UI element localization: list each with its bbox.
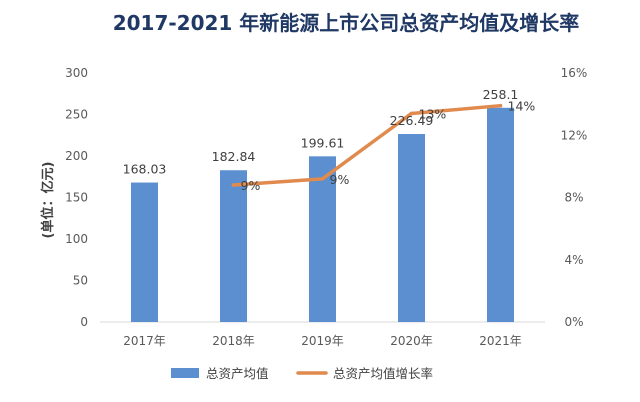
bar-data-label: 258.1 [483, 87, 519, 102]
y-tick-label: 250 [65, 108, 88, 122]
line-point [231, 183, 236, 187]
bar-data-label: 226.49 [390, 113, 434, 128]
legend: 总资产均值 总资产均值增长率 [171, 366, 433, 381]
line-point [498, 103, 503, 108]
line-data-label: 9% [241, 178, 261, 193]
y-tick-label: 0 [80, 315, 88, 329]
line-data-label: 14% [508, 99, 536, 114]
y2-tick-label: 0% [564, 315, 583, 329]
y-axis-label: (单位：亿元) [40, 162, 56, 239]
x-tick-label: 2019年 [301, 334, 344, 348]
y2-tick-label: 12% [561, 128, 588, 142]
line-data-label: 13% [419, 106, 447, 121]
bar-data-label: 199.61 [301, 135, 345, 150]
bar [487, 107, 514, 322]
line-data-label: 9% [330, 172, 350, 187]
line-point [409, 111, 414, 116]
x-tick-label: 2020年 [390, 334, 433, 348]
y2-tick-label: 16% [561, 66, 588, 80]
y-tick-label: 100 [65, 232, 88, 246]
legend-swatch-bar [171, 368, 199, 378]
y-tick-label: 300 [65, 66, 88, 80]
growth-line [231, 103, 503, 187]
x-tick-label: 2017年 [123, 334, 166, 348]
chart-title: 2017-2021 年新能源上市公司总资产均值及增长率 [113, 11, 580, 35]
bar [220, 170, 247, 322]
y-tick-label: 150 [65, 191, 88, 205]
data-labels: 168.03 182.84 199.61 226.49 258.1 9% 9% 13% 14% [123, 87, 536, 193]
y-tick-label: 50 [73, 274, 88, 288]
line-point [320, 177, 325, 181]
legend-label-bar: 总资产均值 [206, 366, 269, 381]
bar-series [131, 107, 514, 322]
x-tick-label: 2021年 [479, 334, 522, 348]
x-tick-label: 2018年 [212, 334, 255, 348]
y-tick-label: 200 [65, 149, 88, 163]
bar [131, 182, 158, 322]
bar [309, 156, 336, 322]
y2-tick-label: 4% [564, 253, 583, 267]
legend-label-line: 总资产均值增长率 [333, 366, 433, 381]
bar-data-label: 168.03 [123, 162, 167, 177]
bar [398, 134, 425, 322]
y2-tick-label: 8% [564, 191, 583, 205]
line-series [231, 103, 503, 187]
axes: 0 50 100 150 200 250 300 0% 4% 8% 12% 16% 2017年 2018年… [65, 66, 587, 348]
bar-data-label: 182.84 [212, 149, 256, 164]
